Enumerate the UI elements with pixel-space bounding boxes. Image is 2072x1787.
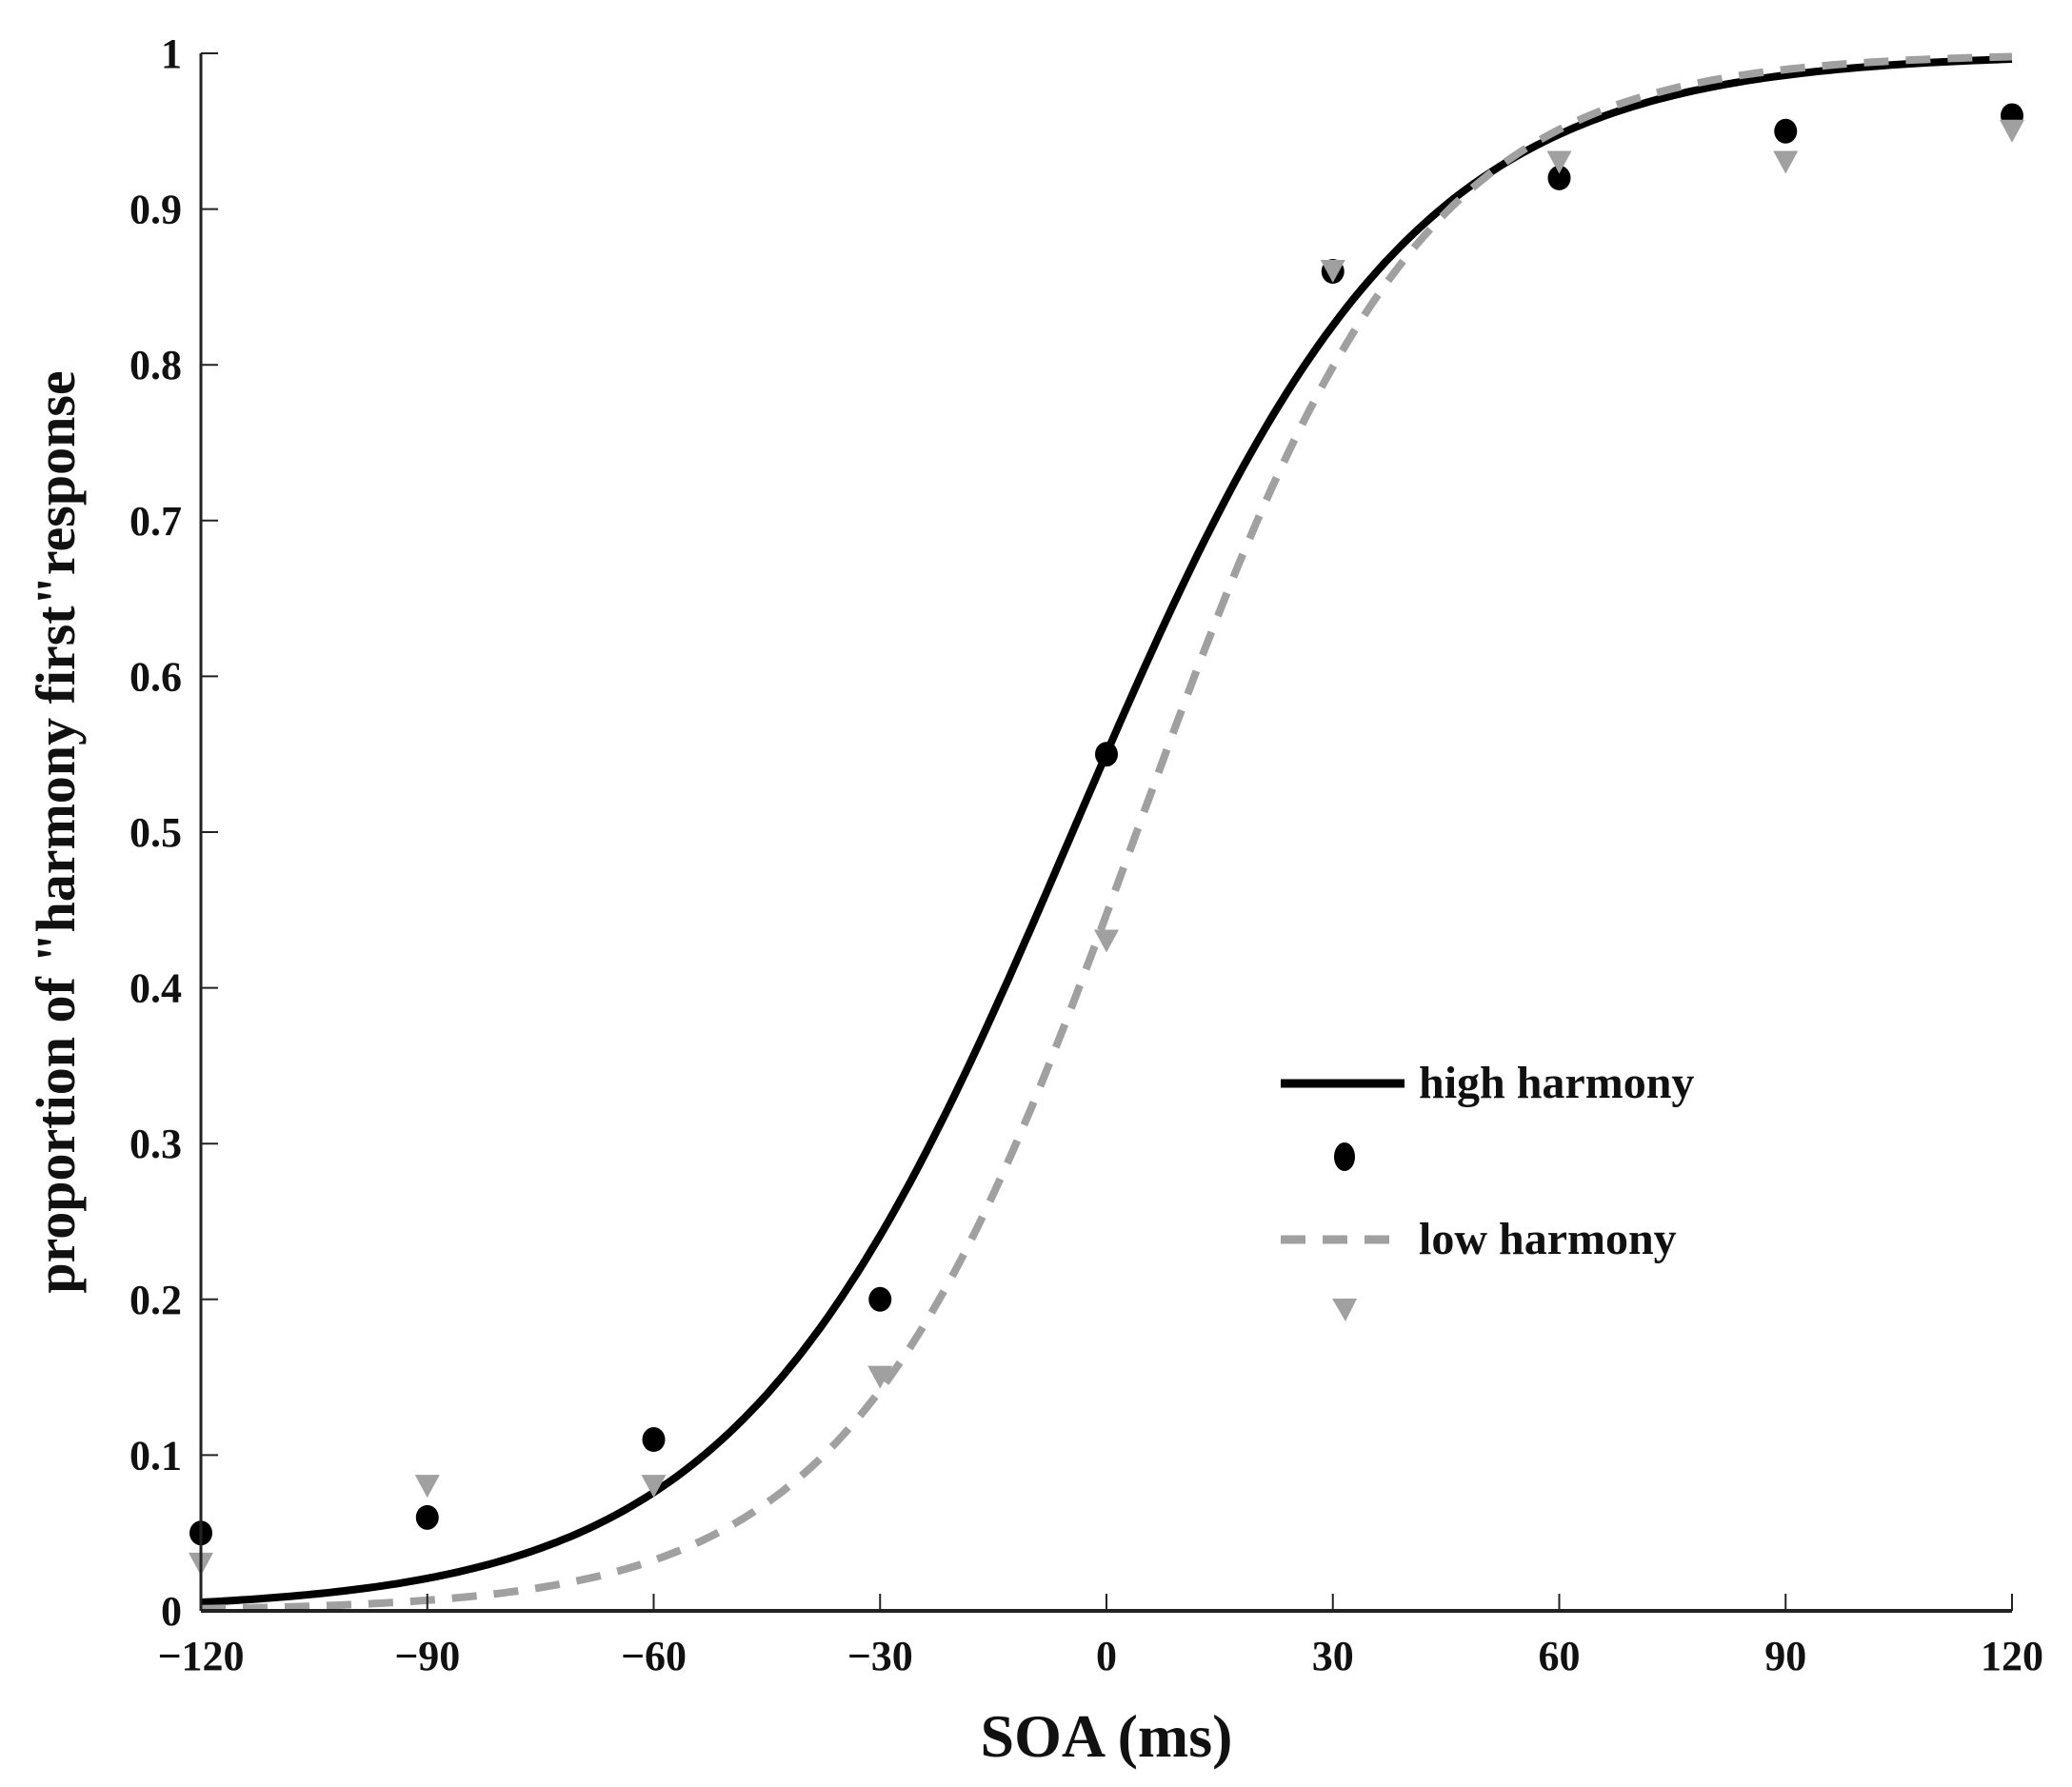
data-points xyxy=(189,103,2024,1576)
x-tick-label: 60 xyxy=(1539,1633,1581,1679)
legend: high harmony low harmony xyxy=(1281,1058,1694,1321)
point-high-harmony xyxy=(415,1504,439,1530)
y-tick-label: 0.3 xyxy=(130,1121,182,1167)
legend-marker-high xyxy=(1334,1142,1355,1171)
point-high-harmony xyxy=(1774,118,1798,144)
point-low-harmony xyxy=(1320,260,1345,284)
point-low-harmony xyxy=(867,1365,893,1389)
x-tick-label: 0 xyxy=(1096,1633,1117,1679)
point-high-harmony xyxy=(1547,165,1571,190)
point-low-harmony xyxy=(1773,150,1799,174)
y-tick-label: 0.7 xyxy=(130,498,182,545)
x-axis-label: SOA (ms) xyxy=(981,1702,1233,1770)
point-low-harmony xyxy=(641,1475,667,1499)
x-tick-label: −60 xyxy=(621,1633,687,1679)
y-tick-label: 0.9 xyxy=(130,187,182,233)
x-tick-label: 30 xyxy=(1312,1633,1354,1679)
point-high-harmony xyxy=(642,1427,666,1453)
x-tick-label: 90 xyxy=(1764,1633,1806,1679)
point-low-harmony xyxy=(414,1475,440,1499)
y-tick-label: 0.2 xyxy=(130,1277,182,1323)
legend-marker-low xyxy=(1332,1299,1357,1321)
x-tick-label: −30 xyxy=(847,1633,913,1679)
y-tick-label: 0.1 xyxy=(130,1432,182,1479)
y-tick-label: 0.5 xyxy=(130,809,182,856)
fit-curves xyxy=(200,52,2013,1613)
fit-curve-high xyxy=(200,55,2013,1606)
y-tick-label: 0 xyxy=(161,1588,182,1635)
y-tick-label: 0.8 xyxy=(130,342,182,388)
x-tick-label: 120 xyxy=(1981,1633,2043,1679)
x-tick-label: −90 xyxy=(394,1633,460,1679)
y-ticks: 0 0.1 0.2 0.3 0.4 0.5 0.6 0.7 0.8 0.9 1 xyxy=(130,30,218,1635)
point-low-harmony xyxy=(2000,119,2024,143)
point-low-harmony xyxy=(1094,929,1119,953)
y-tick-label: 1 xyxy=(161,30,182,77)
y-tick-label: 0.6 xyxy=(130,653,182,700)
y-tick-label: 0.4 xyxy=(130,965,182,1012)
point-low-harmony xyxy=(1546,150,1572,174)
point-high-harmony xyxy=(868,1286,892,1312)
point-high-harmony xyxy=(1095,742,1118,767)
x-ticks: −120 −90 −60 −30 0 30 60 90 120 xyxy=(157,1594,2043,1679)
y-axis-label: proportion of "harmony first"response xyxy=(25,370,87,1293)
legend-label-high: high harmony xyxy=(1419,1058,1694,1108)
fit-curve-low xyxy=(200,52,2013,1613)
legend-label-low: low harmony xyxy=(1419,1214,1677,1264)
x-tick-label: −120 xyxy=(157,1633,244,1679)
